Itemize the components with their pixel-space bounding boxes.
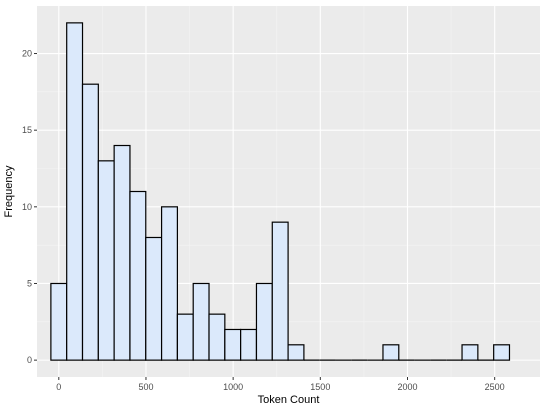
y-tick-label: 5 (27, 278, 32, 288)
x-axis-ticks: 0 500 1000 1500 2000 2500 (56, 377, 505, 392)
histogram-bars (50, 22, 511, 361)
y-tick-label: 0 (27, 355, 32, 365)
histogram-bar (192, 282, 210, 361)
histogram-bar (240, 328, 258, 361)
histogram-bar (461, 344, 479, 361)
histogram-bar (176, 313, 194, 361)
histogram-bar (493, 344, 511, 361)
histogram-bar (255, 282, 273, 361)
histogram-bar (160, 206, 178, 361)
histogram-bar (145, 236, 163, 361)
histogram-bar (81, 83, 99, 361)
x-tick-label: 500 (138, 382, 153, 392)
y-axis-title: Frequency (3, 165, 15, 217)
histogram-bar (50, 282, 68, 361)
x-axis-title: Token Count (258, 394, 320, 406)
y-tick-label: 20 (22, 49, 32, 59)
histogram-bar (129, 190, 147, 361)
y-tick-label: 15 (22, 125, 32, 135)
histogram-bar (97, 160, 115, 361)
y-axis-ticks: 0 5 10 15 20 (22, 49, 37, 365)
x-tick-label: 2000 (397, 382, 417, 392)
histogram-bar (287, 344, 305, 361)
x-tick-label: 1000 (223, 382, 243, 392)
histogram-bar (382, 344, 400, 361)
x-tick-label: 0 (56, 382, 61, 392)
histogram-bar (224, 328, 242, 361)
x-tick-label: 1500 (310, 382, 330, 392)
histogram-bar (271, 221, 289, 361)
histogram-bar (208, 313, 226, 361)
histogram-bar (66, 22, 84, 361)
histogram-bar (113, 144, 131, 361)
y-tick-label: 10 (22, 202, 32, 212)
x-tick-label: 2500 (485, 382, 505, 392)
